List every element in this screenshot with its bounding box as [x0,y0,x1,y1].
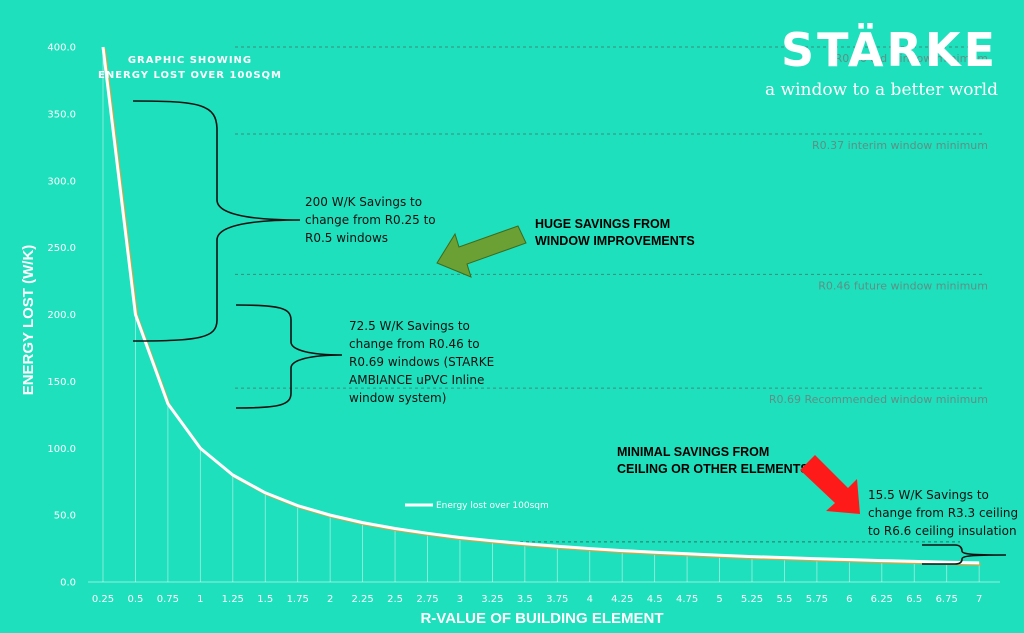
x-tick-label: 3.75 [546,594,568,605]
x-tick-label: 3.25 [481,594,503,605]
chart-title-line-1: GRAPHIC SHOWING [128,55,252,66]
x-tick-label: 2.25 [351,594,373,605]
brand-logo: STÄRKE [781,23,998,77]
x-tick-label: 6.75 [936,594,958,605]
x-tick-label: 5.25 [741,594,763,605]
y-tick-labels: 0.0 50.0 100.0 150.0 200.0 250.0 300.0 350.0 400… [47,43,76,589]
annotation-window-savings: 200 W/K Savings to change from R0.25 to … [305,195,439,245]
y-tick-label: 250.0 [47,243,76,254]
x-tick-label: 1 [197,594,203,605]
x-tick-label: 5.5 [776,594,792,605]
y-tick-label: 150.0 [47,377,76,388]
x-tick-label: 3 [457,594,463,605]
x-tick-label: 7 [976,594,982,605]
x-tick-label: 6 [846,594,852,605]
annotation-starke-savings: 72.5 W/K Savings to change from R0.46 to… [349,319,498,405]
reference-label: R0.46 future window minimum [818,279,988,292]
y-tick-label: 400.0 [47,43,76,54]
reference-label: R0.26 old window minimum [835,52,988,65]
brace-starke-savings [235,304,343,409]
x-tick-label: 0.5 [127,594,143,605]
chart-title-line-2: ENERGY LOST OVER 100SQM [98,70,282,81]
brace-ceiling-savings [922,544,1007,565]
series-line-energy-lost [101,46,980,565]
x-tick-label: 5.75 [806,594,828,605]
y-tick-label: 300.0 [47,176,76,187]
x-tick-labels: 0.25 0.5 0.75 1 1.25 1.5 1.75 2 2.25 2.5 2.75 3 3.25… [92,594,982,605]
x-tick-label: 4 [587,594,593,605]
x-tick-label: 1.5 [257,594,273,605]
series-layer [101,46,981,566]
x-tick-label: 4.25 [611,594,633,605]
annotation-ceiling-savings: 15.5 W/K Savings to change from R3.3 cei… [868,488,1022,538]
reference-label: R0.69 Recommended window minimum [769,393,988,406]
x-tick-label: 2.75 [416,594,438,605]
legend-label: Energy lost over 100sqm [436,501,549,511]
x-tick-label: 4.75 [676,594,698,605]
brace-window-savings [132,100,301,342]
x-tick-label: 1.75 [287,594,309,605]
y-tick-label: 100.0 [47,444,76,455]
y-tick-label: 200.0 [47,310,76,321]
x-tick-label: 2.5 [387,594,403,605]
minimal-savings-arrow [800,455,860,514]
y-tick-label: 350.0 [47,109,76,120]
callout-minimal-savings: MINIMAL SAVINGS FROM CEILING OR OTHER EL… [617,445,809,476]
reference-label: R0.37 interim window minimum [812,139,988,152]
x-tick-label: 3.5 [517,594,533,605]
x-tick-label: 6.25 [871,594,893,605]
x-tick-label: 2 [327,594,333,605]
callout-huge-savings: HUGE SAVINGS FROM WINDOW IMPROVEMENTS [535,217,695,248]
drop-lines [88,47,1000,583]
y-tick-label: 50.0 [54,511,76,522]
x-tick-label: 4.5 [647,594,663,605]
reference-lines: R0.26 old window minimum R0.37 interim wi… [235,46,988,543]
y-axis-title: ENERGY LOST (W/K) [20,245,37,396]
huge-savings-arrow [436,225,527,278]
brand-tagline: a window to a better world [765,80,998,100]
x-tick-label: 5 [716,594,722,605]
x-tick-label: 0.25 [92,594,114,605]
x-axis-title: R-VALUE OF BUILDING ELEMENT [420,610,663,627]
y-tick-label: 0.0 [60,578,76,589]
x-tick-label: 0.75 [157,594,179,605]
x-tick-label: 1.25 [222,594,244,605]
x-tick-label: 6.5 [906,594,922,605]
